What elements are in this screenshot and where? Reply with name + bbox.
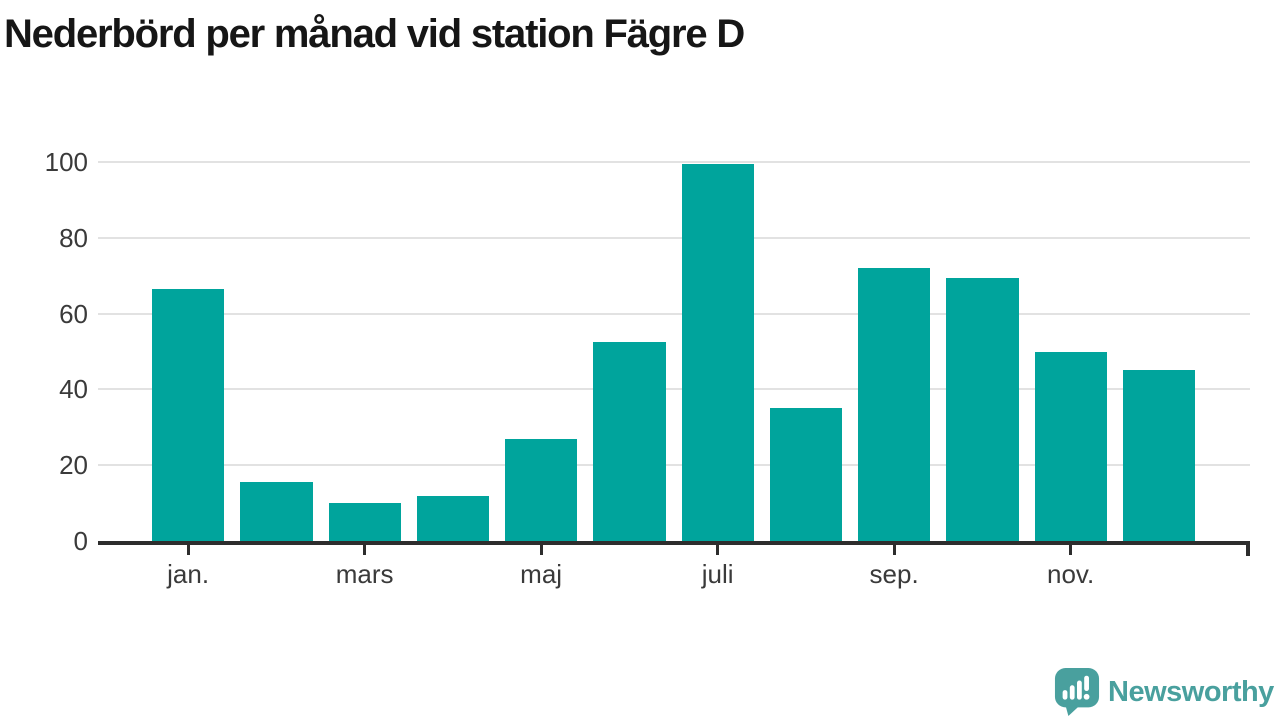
bar-mars [328,503,401,541]
brand-logo: Newsworthy [1054,667,1274,717]
x-tick-sep [892,545,896,555]
y-tick-label-20: 20 [59,450,88,481]
bar-okt [946,277,1019,541]
gridline-20 [98,464,1250,467]
chart-title: Nederbörd per månad vid station Fägre D [4,12,745,56]
x-tick-mars [363,545,367,555]
bar-feb [240,482,313,541]
bar-jan [152,288,225,541]
speech-bubble-bar-chart-icon [1054,668,1100,716]
x-tick-label-sep: sep. [869,559,919,589]
bar-juni [593,342,666,541]
x-tick-maj [539,545,543,555]
x-tick-label-maj: maj [520,559,563,589]
plot-area: jan. mars maj juli sep. nov. [98,161,1250,589]
x-tick-label-juli: juli [701,559,734,589]
bar-juli [681,163,754,541]
bar-apr [416,495,489,541]
bar-nov [1034,351,1107,541]
gridline-40 [98,388,1250,391]
bar-sep [858,268,931,541]
y-tick-label-100: 100 [44,147,88,177]
bar-dec [1122,370,1195,541]
x-axis-line [98,541,1250,545]
x-tick-label-jan: jan. [167,559,210,589]
x-tick-juli [716,545,720,555]
y-tick-label-0: 0 [73,526,88,556]
x-tick-nov [1069,545,1073,555]
x-tick-label-nov: nov. [1047,559,1095,589]
brand-name: Newsworthy [1108,675,1274,708]
y-tick-label-80: 80 [59,222,88,253]
x-tick-label-mars: mars [335,559,394,589]
gridline-60 [98,312,1250,315]
x-tick-jan [186,545,190,555]
gridline-80 [98,236,1250,239]
gridline-100 [98,161,1250,163]
y-tick-label-40: 40 [59,374,88,405]
bar-aug [769,408,842,541]
y-tick-label-60: 60 [59,298,88,329]
y-axis-labels: 0 20 40 60 80 100 [0,149,88,554]
bar-maj [505,438,578,541]
x-axis-endcap [1246,541,1250,556]
